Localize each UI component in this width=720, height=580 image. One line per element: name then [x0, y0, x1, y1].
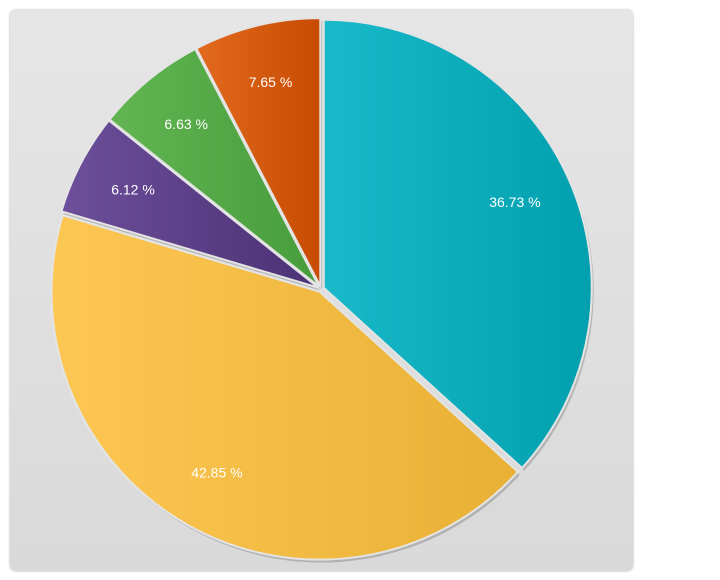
pie-slice-4[interactable]	[195, 17, 322, 287]
slice-labels: 36.73 % 42.85 % 6.12 % 6.63 % 7.65 %	[111, 74, 540, 481]
pie-slice-2[interactable]	[60, 119, 319, 289]
pie-slice-1[interactable]	[50, 214, 520, 561]
slice-label-1: 42.85 %	[191, 464, 242, 480]
slice-label-2: 6.12 %	[111, 182, 155, 198]
pie-slice-0[interactable]	[322, 18, 593, 470]
slice-label-0: 36.73 %	[489, 194, 540, 210]
pie-slices	[50, 17, 593, 561]
slice-label-3: 6.63 %	[164, 116, 208, 132]
pie-slice-3[interactable]	[108, 47, 320, 288]
slice-label-4: 7.65 %	[249, 74, 293, 90]
